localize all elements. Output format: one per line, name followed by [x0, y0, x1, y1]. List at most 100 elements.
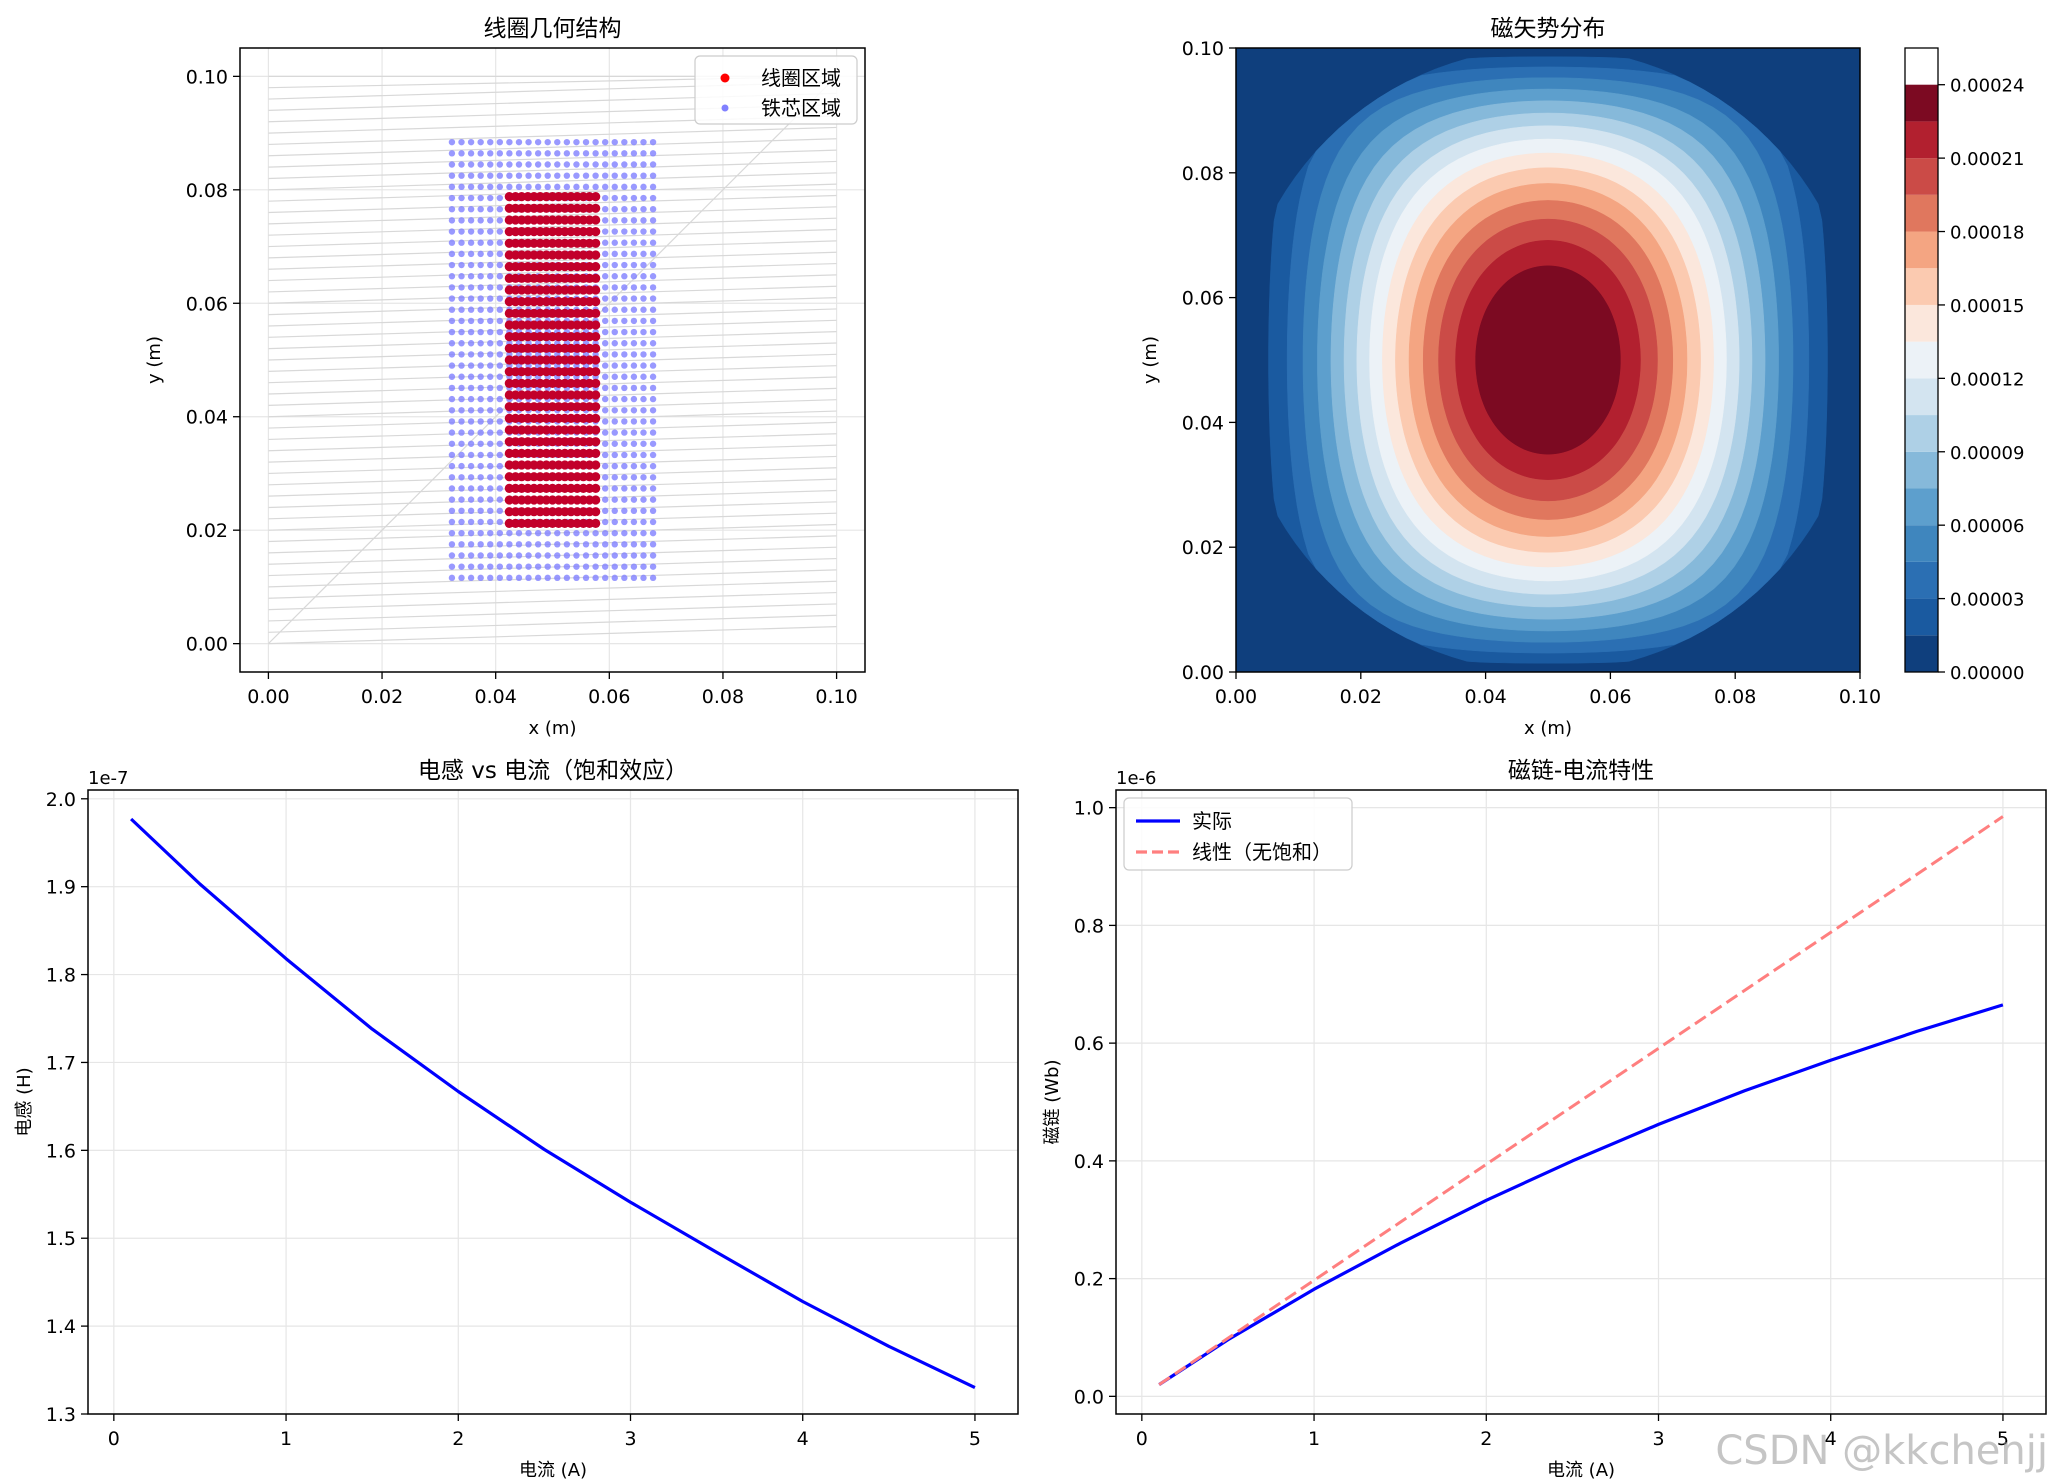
coil-iron-point: [467, 407, 475, 414]
coil-iron-point: [640, 205, 647, 213]
coil-iron-point: [640, 362, 647, 369]
coil-iron-point: [458, 150, 465, 157]
coil-iron-point: [477, 250, 484, 258]
coil-coil-point: [591, 343, 601, 353]
coil-mesh-line: [268, 240, 837, 259]
coil-iron-point: [458, 395, 465, 403]
potential-colorbar-band: [1905, 268, 1938, 305]
potential-colorbar-band: [1905, 488, 1938, 526]
potential-colorbar-tick-label: 0.00021: [1950, 149, 2024, 170]
coil-iron-point: [630, 373, 638, 380]
fluxlinkage-xtick-label: 2: [1480, 1428, 1492, 1450]
coil-iron-point: [640, 228, 647, 235]
coil-iron-point: [477, 429, 484, 436]
coil-iron-point: [621, 351, 628, 358]
coil-iron-point: [649, 395, 657, 403]
potential-ytick-label: 0.00: [1182, 662, 1224, 684]
coil-iron-point: [515, 552, 523, 559]
coil-iron-point: [534, 150, 542, 157]
coil-iron-point: [515, 541, 523, 548]
coil-iron-point: [515, 138, 523, 146]
coil-iron-point: [592, 172, 599, 179]
coil-mesh-line: [268, 206, 837, 225]
potential-title: 磁矢势分布: [1491, 16, 1606, 42]
coil-iron-point: [448, 205, 456, 213]
potential-colorbar-band: [1905, 341, 1938, 379]
coil-iron-point: [640, 217, 647, 224]
coil-iron-point: [506, 172, 513, 179]
coil-iron-point: [630, 451, 638, 459]
coil-iron-point: [640, 373, 647, 380]
coil-iron-point: [487, 172, 494, 179]
coil-iron-point: [448, 440, 456, 447]
coil-iron-point: [515, 150, 523, 157]
coil-iron-point: [554, 563, 561, 570]
fluxlinkage-ytick-label: 0.4: [1074, 1151, 1104, 1173]
coil-ytick-label: 0.04: [186, 407, 228, 429]
coil-iron-point: [496, 239, 504, 246]
coil-iron-point: [458, 373, 465, 380]
coil-iron-point: [458, 317, 465, 325]
coil-iron-point: [611, 228, 618, 235]
coil-ytick-label: 0.10: [186, 66, 228, 88]
coil-iron-point: [458, 462, 465, 470]
coil-iron-point: [477, 485, 484, 492]
coil-legend-marker: [721, 104, 729, 112]
coil-iron-point: [448, 462, 456, 470]
coil-iron-point: [621, 295, 628, 302]
coil-iron-point: [525, 563, 532, 570]
coil-iron-point: [601, 496, 609, 503]
coil-mesh-line: [268, 285, 837, 304]
coil-iron-point: [601, 429, 609, 436]
coil-iron-point: [487, 183, 494, 191]
inductance-ytick-label: 1.4: [46, 1316, 76, 1338]
coil-iron-point: [621, 518, 628, 526]
coil-iron-point: [467, 462, 475, 470]
coil-iron-point: [467, 485, 475, 492]
coil-iron-point: [458, 418, 465, 425]
coil-iron-point: [477, 239, 484, 246]
coil-iron-point: [467, 228, 475, 235]
coil-iron-point: [649, 250, 657, 258]
coil-iron-point: [496, 150, 504, 157]
coil-iron-point: [487, 284, 494, 291]
coil-xtick-label: 0.06: [588, 686, 630, 708]
potential-colorbar-band: [1905, 231, 1938, 269]
coil-iron-point: [649, 362, 657, 369]
coil-iron-point: [601, 418, 609, 425]
coil-iron-point: [630, 418, 638, 425]
coil-iron-point: [467, 239, 475, 246]
coil-iron-point: [621, 250, 628, 258]
coil-iron-point: [621, 373, 628, 380]
coil-xtick-label: 0.08: [702, 686, 744, 708]
coil-iron-point: [601, 395, 609, 403]
coil-iron-point: [477, 440, 484, 447]
coil-iron-point: [611, 474, 618, 481]
coil-iron-point: [621, 429, 628, 436]
coil-iron-point: [649, 507, 657, 515]
coil-iron-point: [554, 574, 561, 582]
coil-iron-point: [630, 306, 638, 313]
coil-iron-point: [525, 138, 532, 146]
coil-iron-point: [467, 451, 475, 459]
coil-iron-point: [467, 161, 475, 168]
coil-iron-point: [630, 183, 638, 191]
coil-iron-point: [611, 574, 618, 582]
potential-colorbar-band: [1905, 598, 1938, 636]
coil-iron-point: [477, 362, 484, 369]
coil-iron-point: [477, 317, 484, 325]
coil-iron-point: [467, 317, 475, 325]
coil-iron-point: [487, 328, 494, 336]
coil-iron-point: [448, 340, 456, 347]
coil-iron-point: [448, 574, 456, 582]
coil-iron-point: [448, 351, 456, 358]
coil-iron-point: [477, 261, 484, 269]
coil-xtick-label: 0.02: [361, 686, 403, 708]
coil-iron-point: [611, 518, 618, 526]
coil-iron-point: [621, 284, 628, 291]
coil-iron-point: [611, 507, 618, 515]
coil-iron-point: [496, 474, 504, 481]
coil-iron-point: [467, 362, 475, 369]
coil-iron-point: [630, 529, 638, 537]
